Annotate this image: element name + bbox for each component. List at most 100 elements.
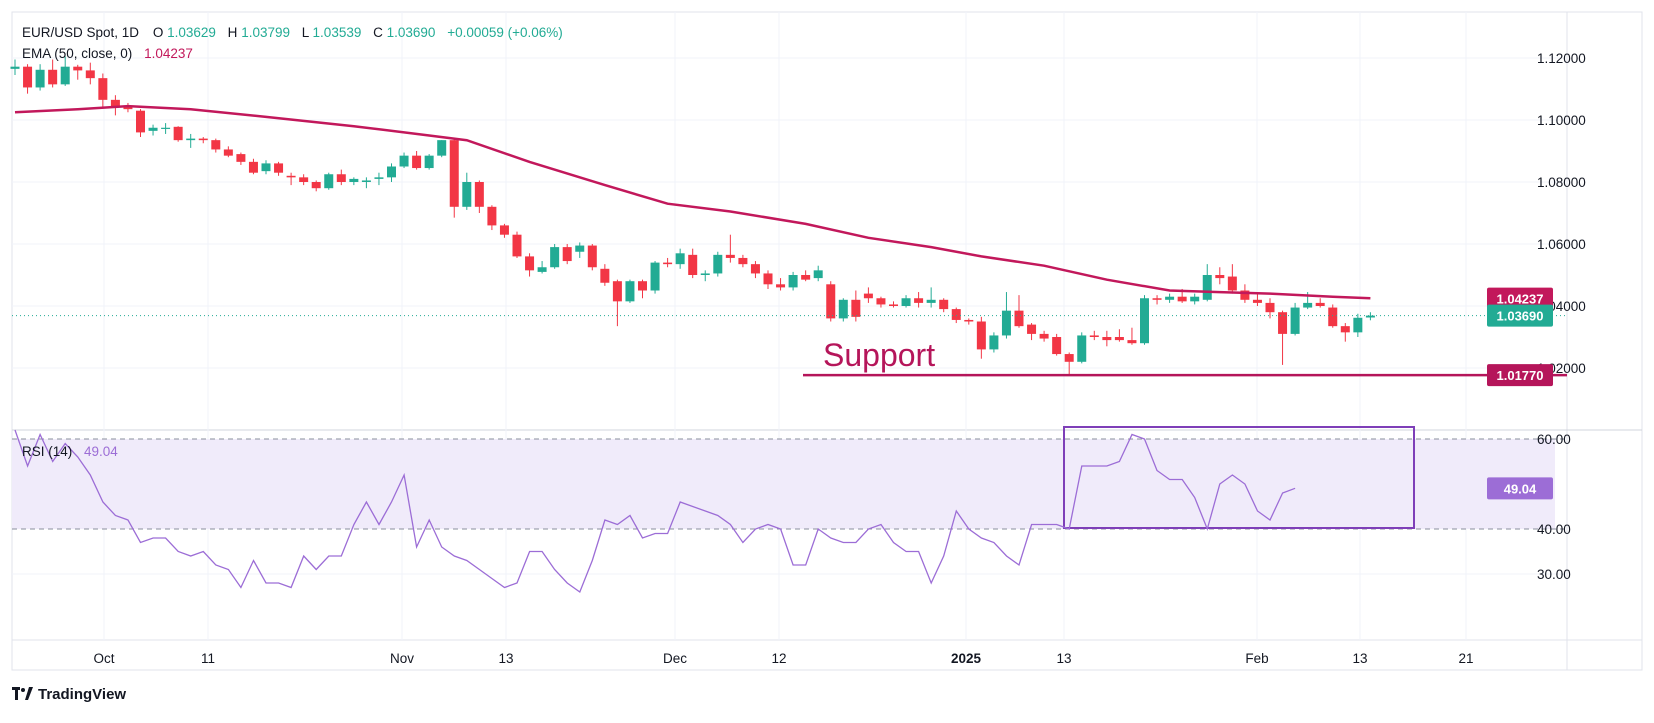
candle-body	[1102, 337, 1112, 341]
candle-body	[663, 262, 673, 265]
candle-body	[750, 264, 760, 274]
legend-change-value: +0.00059 (+0.06%)	[447, 25, 563, 40]
candle-body	[449, 140, 459, 207]
candle-body	[324, 174, 334, 189]
candle-body	[1077, 335, 1087, 362]
candle-body	[223, 149, 233, 156]
ema-line	[14, 104, 1371, 300]
candle-body	[1265, 302, 1275, 313]
candle-body	[876, 298, 886, 305]
time-tick-label: Dec	[663, 651, 687, 666]
candle-body	[98, 78, 108, 100]
candle-body	[1290, 307, 1300, 334]
price-tick-label: 1.12000	[1537, 51, 1586, 66]
candle-body	[964, 319, 974, 322]
tradingview-logo-icon	[12, 686, 34, 703]
candle-body	[136, 110, 145, 133]
candle-body	[512, 234, 522, 257]
candle-body	[311, 182, 321, 189]
candle-body	[198, 138, 208, 141]
candle-body	[1227, 276, 1237, 291]
candle-body	[738, 257, 748, 265]
rsi-overbought-oversold-band	[12, 439, 1555, 529]
legend-ema-label: EMA (50, close, 0)	[22, 46, 132, 61]
close-price-badge: 1.03690	[1487, 304, 1553, 327]
candle-body	[1252, 299, 1262, 303]
time-tick-label: 13	[498, 651, 513, 666]
time-tick-label: 13	[1352, 651, 1367, 666]
time-tick-label: Nov	[390, 651, 414, 666]
candle-body	[462, 182, 472, 207]
close-price-badge-bg	[1487, 304, 1553, 327]
legend-close-value: 1.03690	[387, 25, 436, 40]
time-tick-label: 21	[1458, 651, 1473, 666]
candle-body	[587, 245, 597, 268]
legend-open-label: O	[153, 25, 164, 40]
legend-symbol: EUR/USD Spot, 1D	[22, 25, 139, 40]
support-label: Support	[823, 337, 935, 373]
candle-body	[85, 70, 95, 79]
candle-body	[499, 225, 509, 235]
candle-body	[286, 175, 296, 178]
legend-high-label: H	[228, 25, 238, 40]
candle-body	[1190, 296, 1200, 302]
candle-body	[788, 275, 798, 288]
candle-body	[550, 247, 560, 268]
candle-body	[10, 66, 20, 69]
candle-body	[562, 247, 572, 262]
candle-body	[525, 256, 535, 271]
candle-body	[1089, 335, 1099, 337]
legend-ema-value: 1.04237	[144, 46, 193, 61]
candle-body	[838, 299, 848, 319]
time-tick-label: 11	[201, 651, 215, 666]
candle-body	[675, 253, 685, 265]
candle-body	[173, 126, 183, 141]
candle-body	[336, 174, 346, 182]
candle-body	[123, 106, 133, 110]
candle-body	[537, 267, 547, 272]
legend-rsi-value: 49.04	[84, 444, 118, 459]
candle-body	[1052, 337, 1062, 355]
candle-body	[1165, 296, 1175, 300]
price-axis: 1.120001.100001.080001.060001.040001.020…	[1537, 51, 1586, 376]
candle-body	[148, 127, 158, 131]
tradingview-logo-text: TradingView	[38, 686, 127, 703]
candle-body	[474, 182, 484, 207]
candle-body	[1114, 337, 1124, 341]
candle-body	[399, 155, 409, 167]
candle-body	[575, 245, 585, 252]
candle-body	[211, 140, 221, 150]
legend-high-value: 1.03799	[241, 25, 290, 40]
rsi-tick-label: 60.00	[1537, 432, 1571, 447]
candle-body	[650, 262, 660, 291]
candle-body	[48, 69, 58, 85]
candle-body	[1001, 310, 1011, 336]
support-price-badge: 1.01770	[1487, 364, 1553, 387]
candle-body	[776, 284, 786, 288]
tradingview-logo[interactable]: TradingView	[12, 686, 126, 703]
candle-body	[1365, 315, 1375, 318]
candle-body	[23, 66, 33, 88]
candle-body	[1353, 317, 1363, 333]
candle-body	[914, 298, 924, 303]
candle-body	[274, 163, 284, 173]
time-tick-label: 13	[1056, 651, 1071, 666]
candle-body	[361, 180, 371, 182]
legend-open-value: 1.03629	[167, 25, 216, 40]
ema-price-badge: 1.04237	[1487, 287, 1553, 310]
candle-body	[374, 177, 384, 179]
legend-rsi-label: RSI (14)	[22, 444, 72, 459]
time-tick-label: Oct	[93, 651, 114, 666]
time-tick-label: Feb	[1245, 651, 1268, 666]
candle-body	[1177, 296, 1187, 302]
candle-body	[424, 155, 434, 169]
price-tick-label: 1.06000	[1537, 237, 1586, 252]
candle-body	[851, 299, 861, 317]
candle-body	[1202, 275, 1212, 300]
price-tick-label: 1.08000	[1537, 175, 1586, 190]
candle-body	[1014, 310, 1024, 327]
candle-body	[1152, 298, 1162, 300]
rsi-axis: 60.00 40.00 30.00	[1537, 432, 1571, 582]
rsi-highlight-box	[1063, 426, 1415, 529]
